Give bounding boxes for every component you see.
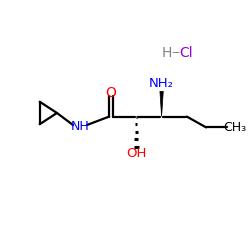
Text: Cl: Cl [179,46,192,60]
Text: O: O [106,86,117,100]
Polygon shape [160,91,163,116]
Text: OH: OH [126,147,146,160]
Text: NH: NH [70,120,89,133]
Text: H: H [161,46,172,60]
Text: NH₂: NH₂ [149,77,174,90]
Text: ‒: ‒ [172,46,179,59]
Text: CH₃: CH₃ [223,121,246,134]
